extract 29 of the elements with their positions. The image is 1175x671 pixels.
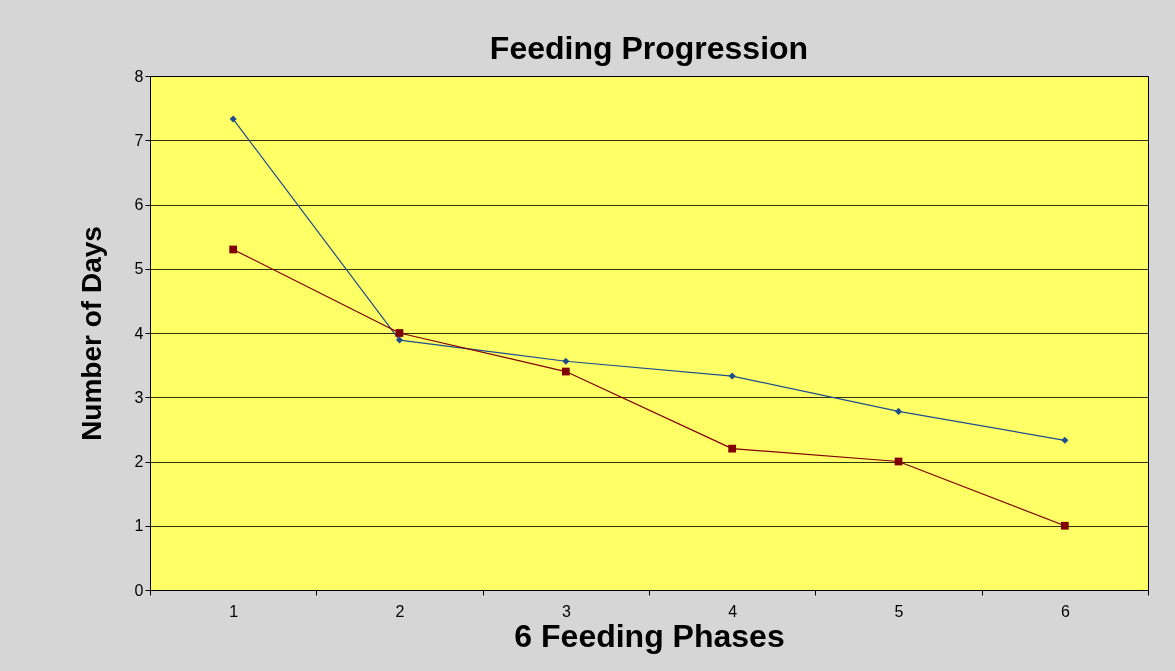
y-tick-label: 2	[134, 453, 144, 470]
point	[728, 444, 737, 453]
point	[894, 407, 903, 415]
x-tick-label: 1	[229, 602, 239, 620]
point	[561, 367, 570, 376]
point	[1060, 521, 1069, 530]
chart-title: Feeding Progression	[489, 30, 809, 66]
x-tick-label: 2	[395, 602, 405, 620]
y-tick-label: 5	[134, 260, 144, 278]
x-tick-label: 3	[561, 602, 571, 620]
y-tick-label: 3	[134, 388, 144, 406]
x-tick-label: 4	[728, 602, 738, 620]
point	[229, 115, 237, 123]
point	[728, 372, 736, 380]
x-tick-label: 6	[1060, 602, 1070, 620]
point	[395, 329, 404, 337]
x-tick-label: 5	[894, 602, 904, 620]
y-tick-label: 7	[134, 131, 144, 149]
point	[395, 336, 404, 344]
point	[229, 245, 238, 254]
y-tick-label: 4	[134, 324, 144, 342]
y-axis-title: Number of Days	[75, 226, 107, 441]
y-tick-label: 6	[134, 196, 144, 213]
point	[1061, 436, 1069, 444]
y-tick-label: 1	[134, 517, 144, 535]
point	[562, 357, 570, 365]
y-tick-label: 0	[134, 581, 144, 599]
x-axis-title: 6 Feeding Phases	[514, 617, 785, 654]
y-tick-label: 8	[134, 67, 144, 85]
